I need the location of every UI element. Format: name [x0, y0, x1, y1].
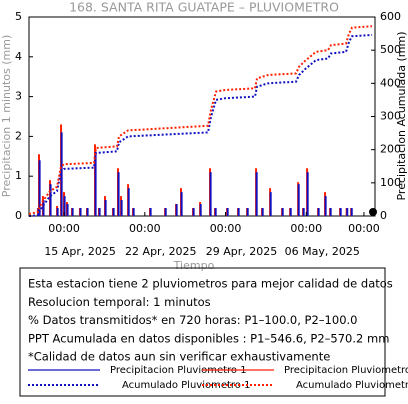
precip-bar [79, 208, 82, 216]
precip-bar [120, 200, 123, 216]
info-box [19, 267, 386, 397]
precip-bar [302, 208, 305, 216]
legend-label: Precipitacion Pluviometro 2 [284, 365, 408, 376]
y2-axis-label: Precipitacion Acumulada (mm) [395, 31, 408, 200]
x-tick-label: 00:00 [129, 222, 161, 235]
y2-tick-label: 500 [380, 43, 401, 56]
info-note: *Calidad de datos aun sin verificar exha… [28, 350, 330, 364]
y2-tick-label: 600 [380, 10, 401, 23]
y2-tick-label: 300 [380, 110, 401, 123]
precip-bar [112, 208, 115, 216]
info-note: Esta estacion tiene 2 pluviometros para … [28, 277, 393, 291]
precip-bar [164, 208, 167, 216]
precip-bar [94, 152, 97, 216]
precip-bar [350, 208, 353, 216]
plot-area [28, 25, 373, 217]
x-tick-label: 00:00 [210, 222, 242, 235]
precip-bar [49, 184, 52, 216]
precip-bar [86, 208, 89, 216]
precip-bar [209, 172, 212, 216]
precip-bar [269, 192, 272, 216]
y-tick-label: 1 [15, 169, 22, 182]
precip-bar [132, 208, 135, 216]
precip-bar [339, 208, 342, 216]
x-tick-label: 00:00 [348, 222, 380, 235]
x-tick-date: 29 Apr, 2025 [206, 245, 278, 258]
y-tick-label: 2 [15, 129, 22, 142]
x-axis-label: Tiempo [173, 259, 215, 272]
precip-bar [306, 172, 309, 216]
precip-bar [104, 200, 107, 216]
precip-bar [317, 208, 320, 216]
precip-bar [261, 208, 264, 216]
x-tick-date: 06 May, 2025 [285, 245, 360, 258]
precip-bar [71, 208, 74, 216]
precip-bar [289, 208, 292, 216]
precip-bar [56, 208, 59, 216]
precip-bar [226, 208, 229, 216]
info-note: % Datos transmitidos* en 720 horas: P1–1… [28, 313, 357, 327]
y-tick-label: 4 [15, 50, 22, 63]
plot-frame [28, 16, 376, 217]
legend-label: Acumulado Pluviometro 1 [122, 380, 250, 391]
legend-label: Acumulado Pluviometro 2 [296, 380, 408, 391]
precip-bar [180, 192, 183, 216]
y-tick-label: 5 [15, 10, 22, 23]
x-tick-label: 00:00 [290, 222, 322, 235]
precip-bar [255, 172, 258, 216]
precip-bar [346, 208, 349, 216]
y-tick-label: 3 [15, 90, 22, 103]
precip-bar [98, 208, 101, 216]
precip-bar [246, 208, 249, 216]
chart-title: 168. SANTA RITA GUATAPE – PLUVIOMETRO [69, 0, 339, 15]
precip-bar [192, 208, 195, 216]
x-tick-date: 22 Apr, 2025 [125, 245, 197, 258]
y-tick-label: 0 [15, 209, 22, 222]
accumulated-line [28, 25, 373, 215]
precip-bar [66, 204, 69, 216]
precip-bar [199, 204, 202, 216]
end-marker [369, 208, 377, 216]
precip-bar [297, 184, 300, 216]
legend-label: Precipitacion Pluviometro 1 [110, 365, 247, 376]
precip-bar [38, 160, 41, 216]
y-axis-label: Precipitacion 1 minutos (mm) [0, 35, 13, 197]
precip-bar [127, 188, 130, 216]
precip-bar [63, 196, 66, 216]
precip-bar [149, 208, 152, 216]
precip-bar [60, 132, 63, 216]
precip-bar [237, 208, 240, 216]
y2-tick-label: 200 [380, 143, 401, 156]
x-tick-date: 15 Apr, 2025 [44, 245, 116, 258]
precip-bar [42, 200, 45, 216]
x-tick-label: 00:00 [48, 222, 80, 235]
precip-bar [175, 204, 178, 216]
info-note: Resolucion temporal: 1 minutos [28, 295, 211, 309]
precip-bar [214, 208, 217, 216]
info-note: PPT Acumulada en datos disponibles : P1–… [28, 331, 389, 345]
precip-bar [117, 172, 120, 216]
accumulated-line [28, 33, 373, 217]
y2-tick-label: 400 [380, 76, 401, 89]
y2-tick-label: 0 [380, 209, 387, 222]
precip-bar [329, 208, 332, 216]
precip-bar [324, 196, 327, 216]
y2-tick-label: 100 [380, 176, 401, 189]
precip-bar [281, 208, 284, 216]
